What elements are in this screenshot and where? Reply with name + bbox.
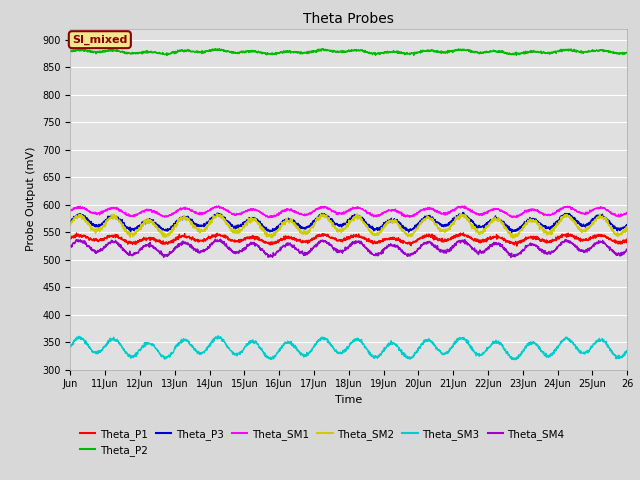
Theta_P2: [163, 53, 171, 59]
Theta_SM1: [67, 207, 74, 213]
Theta_SM4: [67, 243, 74, 249]
Theta_P3: [459, 210, 467, 216]
Theta_P3: [623, 222, 631, 228]
Theta_P1: [623, 236, 631, 241]
Theta_P1: [67, 236, 74, 241]
Theta_P2: [506, 50, 513, 56]
Theta_P1: [337, 238, 345, 243]
Theta_SM3: [505, 352, 513, 358]
Theta_P2: [338, 48, 346, 54]
Line: Theta_SM3: Theta_SM3: [70, 336, 627, 360]
Theta_SM2: [623, 224, 631, 230]
Theta_SM2: [607, 223, 615, 228]
Line: Theta_SM4: Theta_SM4: [70, 239, 627, 257]
Theta_SM2: [95, 226, 102, 232]
Theta_SM4: [337, 249, 345, 255]
Line: Theta_P3: Theta_P3: [70, 213, 627, 233]
Line: Theta_P1: Theta_P1: [70, 233, 627, 246]
Theta_SM1: [323, 205, 331, 211]
Line: Theta_SM1: Theta_SM1: [70, 206, 627, 218]
Theta_SM1: [215, 203, 223, 209]
Theta_SM2: [323, 214, 330, 220]
Theta_SM1: [338, 211, 346, 216]
Theta_P1: [95, 238, 102, 243]
Theta_SM3: [608, 348, 616, 353]
Theta_SM3: [323, 336, 330, 342]
Y-axis label: Probe Output (mV): Probe Output (mV): [26, 147, 36, 252]
Title: Theta Probes: Theta Probes: [303, 12, 394, 26]
Theta_SM2: [337, 227, 345, 233]
Legend: Theta_P1, Theta_P2, Theta_P3, Theta_SM1, Theta_SM2, Theta_SM3, Theta_SM4: Theta_P1, Theta_P2, Theta_P3, Theta_SM1,…: [76, 424, 568, 460]
Theta_SM2: [505, 230, 513, 236]
Theta_P3: [508, 230, 515, 236]
Theta_P3: [95, 224, 102, 230]
Theta_SM1: [608, 210, 616, 216]
Theta_P3: [323, 214, 330, 219]
Theta_P3: [67, 218, 74, 224]
Theta_SM4: [608, 247, 616, 252]
Theta_P3: [607, 221, 615, 227]
Theta_SM1: [623, 210, 631, 216]
Theta_SM2: [509, 235, 516, 241]
Theta_SM3: [623, 349, 631, 355]
Theta_P1: [323, 233, 330, 239]
Theta_P1: [505, 238, 513, 244]
Theta_SM1: [265, 215, 273, 221]
Theta_SM4: [95, 248, 102, 254]
Theta_P2: [95, 48, 102, 54]
Line: Theta_P2: Theta_P2: [70, 48, 627, 56]
Theta_SM3: [67, 342, 74, 348]
Theta_P2: [323, 47, 331, 52]
Theta_P2: [67, 49, 74, 55]
X-axis label: Time: Time: [335, 395, 362, 405]
Theta_SM3: [607, 349, 615, 355]
Theta_P2: [623, 49, 631, 55]
Theta_SM1: [506, 213, 513, 218]
Theta_SM4: [607, 247, 615, 253]
Theta_SM4: [507, 254, 515, 260]
Theta_SM2: [458, 211, 465, 216]
Theta_P2: [212, 46, 220, 51]
Theta_P1: [607, 237, 615, 242]
Theta_SM1: [607, 210, 615, 216]
Theta_SM3: [511, 357, 519, 362]
Theta_P3: [505, 226, 513, 232]
Theta_P2: [607, 49, 615, 55]
Theta_SM3: [214, 333, 222, 339]
Theta_SM3: [95, 349, 102, 355]
Theta_SM4: [623, 246, 631, 252]
Theta_P1: [460, 230, 467, 236]
Theta_SM2: [608, 228, 616, 233]
Line: Theta_SM2: Theta_SM2: [70, 214, 627, 238]
Theta_P1: [608, 237, 616, 243]
Theta_P3: [608, 222, 616, 228]
Theta_SM2: [67, 223, 74, 228]
Theta_SM4: [217, 236, 225, 242]
Theta_SM3: [337, 351, 345, 357]
Theta_P1: [513, 243, 521, 249]
Theta_SM1: [95, 211, 102, 216]
Theta_SM4: [323, 240, 330, 246]
Theta_SM4: [505, 250, 513, 256]
Text: SI_mixed: SI_mixed: [72, 35, 127, 45]
Theta_P3: [337, 222, 345, 228]
Theta_P2: [608, 49, 616, 55]
